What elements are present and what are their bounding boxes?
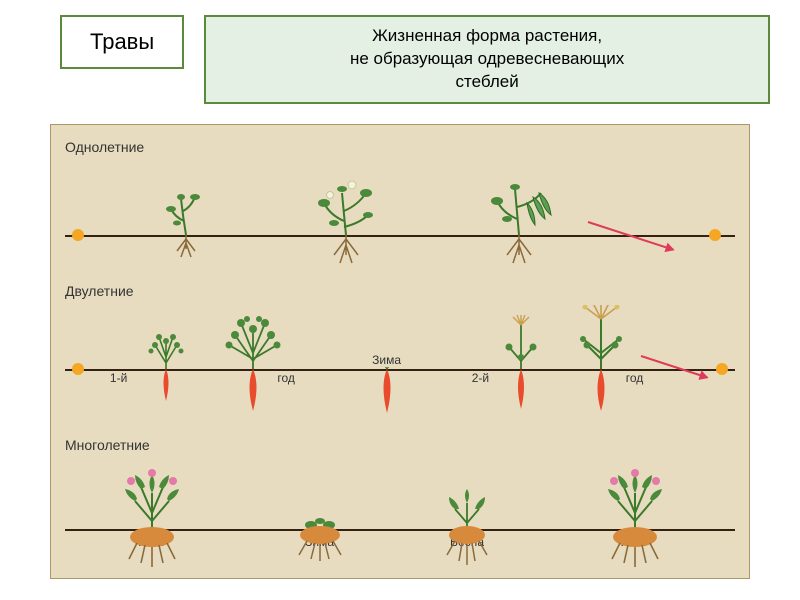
definition-line-1: Жизненная форма растения, <box>224 25 750 48</box>
plant-perennial-summer2 <box>600 467 670 573</box>
plant-perennial-spring <box>437 483 497 573</box>
plant-carrot-y1-small <box>141 323 191 411</box>
biennial-label: Двулетние <box>65 283 735 299</box>
definition-box: Жизненная форма растения, не образующая … <box>204 15 770 104</box>
annual-label: Однолетние <box>65 139 735 155</box>
plant-perennial-winter <box>289 513 351 565</box>
tag-winter: Зима <box>372 353 401 367</box>
tag-year1a: 1-й <box>110 371 127 385</box>
tag-year2a: 2-й <box>472 371 489 385</box>
plant-carrot-y2-flowering <box>571 305 631 413</box>
section-perennial: Многолетние Лето Зима Весна Лето <box>65 437 735 585</box>
arrow-icon <box>641 355 708 379</box>
sun-icon <box>72 363 84 375</box>
plant-annual-fruiting <box>485 173 557 269</box>
plant-perennial-summer1 <box>117 467 187 573</box>
title-box: Травы <box>60 15 184 69</box>
plant-annual-flowering <box>314 175 378 269</box>
definition-line-2: не образующая одревесневающих <box>224 48 750 71</box>
section-annual: Однолетние <box>65 139 735 275</box>
plant-carrot-y1-large <box>219 309 287 413</box>
plant-carrot-y2-small <box>495 315 547 413</box>
sun-icon <box>716 363 728 375</box>
perennial-label: Многолетние <box>65 437 735 453</box>
sun-icon <box>72 229 84 241</box>
sun-icon <box>709 229 721 241</box>
plant-carrot-winter <box>373 367 401 417</box>
section-biennial: Двулетние 1-й год Зима 2-й год <box>65 283 735 429</box>
diagram-panel: Однолетние <box>50 124 750 579</box>
plant-annual-seedling <box>163 187 209 267</box>
definition-line-3: стеблей <box>224 71 750 94</box>
